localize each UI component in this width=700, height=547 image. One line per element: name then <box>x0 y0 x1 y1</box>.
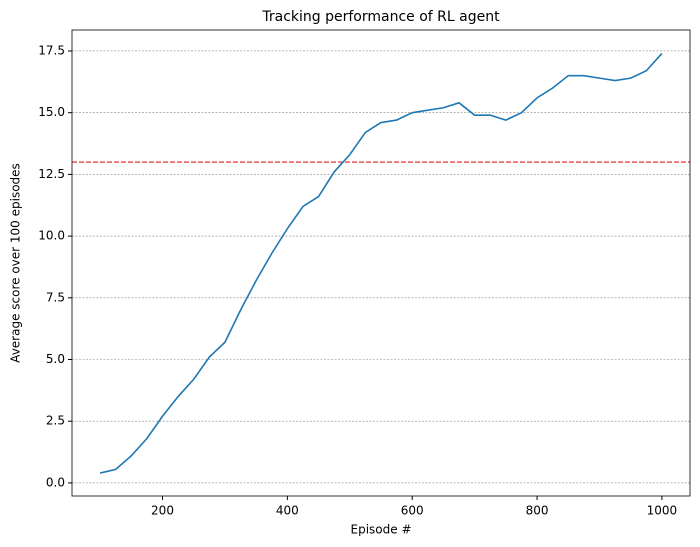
y-tick-label: 10.0 <box>38 229 65 243</box>
x-tick-label: 400 <box>276 504 299 518</box>
y-tick-label: 0.0 <box>46 475 65 489</box>
y-axis-label: Average score over 100 episodes <box>9 163 23 363</box>
y-tick-label: 12.5 <box>38 167 65 181</box>
x-tick-label: 800 <box>526 504 549 518</box>
y-tick-label: 15.0 <box>38 105 65 119</box>
data-line <box>99 52 663 474</box>
y-tick-label: 2.5 <box>46 414 65 428</box>
y-tick-label: 17.5 <box>38 43 65 57</box>
plot-frame <box>71 29 691 497</box>
y-tick-label: 7.5 <box>46 290 65 304</box>
y-tick-label: 5.0 <box>46 352 65 366</box>
x-tick-label: 600 <box>401 504 424 518</box>
x-axis-label: Episode # <box>351 523 412 537</box>
chart-title: Tracking performance of RL agent <box>261 9 500 25</box>
x-tick-label: 1000 <box>647 504 678 518</box>
x-tick-label: 200 <box>151 504 174 518</box>
